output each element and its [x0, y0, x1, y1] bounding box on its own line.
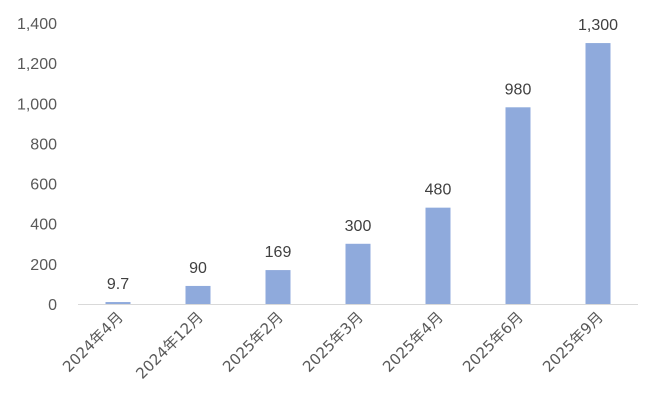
x-tick-label: 2025年2月 [219, 308, 287, 376]
data-labels: 9.7 90 169 300 480 980 1,300 [107, 17, 618, 293]
data-label: 480 [425, 182, 452, 199]
y-tick-label: 400 [30, 217, 57, 234]
y-tick-label: 1,400 [17, 16, 57, 33]
y-tick-label: 200 [30, 257, 57, 274]
bar [505, 107, 531, 304]
x-tick-label: 2025年9月 [539, 308, 607, 376]
y-tick-label: 600 [30, 177, 57, 194]
bar [425, 207, 451, 304]
y-tick-label: 1,200 [17, 56, 57, 73]
bar [185, 285, 211, 304]
y-tick-label: 1,000 [17, 96, 57, 113]
x-tick-label: 2025年3月 [299, 308, 367, 376]
x-tick-label: 2024年12月 [132, 308, 206, 382]
bar [345, 243, 371, 304]
bar [585, 43, 611, 304]
data-label: 90 [189, 260, 207, 277]
x-tick-label: 2025年4月 [379, 308, 447, 376]
y-tick-label: 0 [48, 297, 57, 314]
y-tick-label: 800 [30, 136, 57, 153]
x-tick-label: 2024年4月 [59, 308, 127, 376]
y-axis-ticks: 0 200 400 600 800 1,000 1,200 1,400 [17, 16, 57, 314]
x-tick-label: 2025年6月 [459, 308, 527, 376]
category-labels: 2024年4月 2024年12月 2025年2月 2025年3月 2025年4月 2025… [59, 308, 607, 382]
data-label: 169 [265, 244, 292, 261]
bar [105, 302, 131, 304]
data-label: 1,300 [578, 17, 618, 34]
bars [105, 43, 611, 304]
data-label: 9.7 [107, 276, 129, 293]
data-label: 300 [345, 218, 372, 235]
data-label: 980 [505, 81, 532, 98]
bar [265, 270, 291, 304]
